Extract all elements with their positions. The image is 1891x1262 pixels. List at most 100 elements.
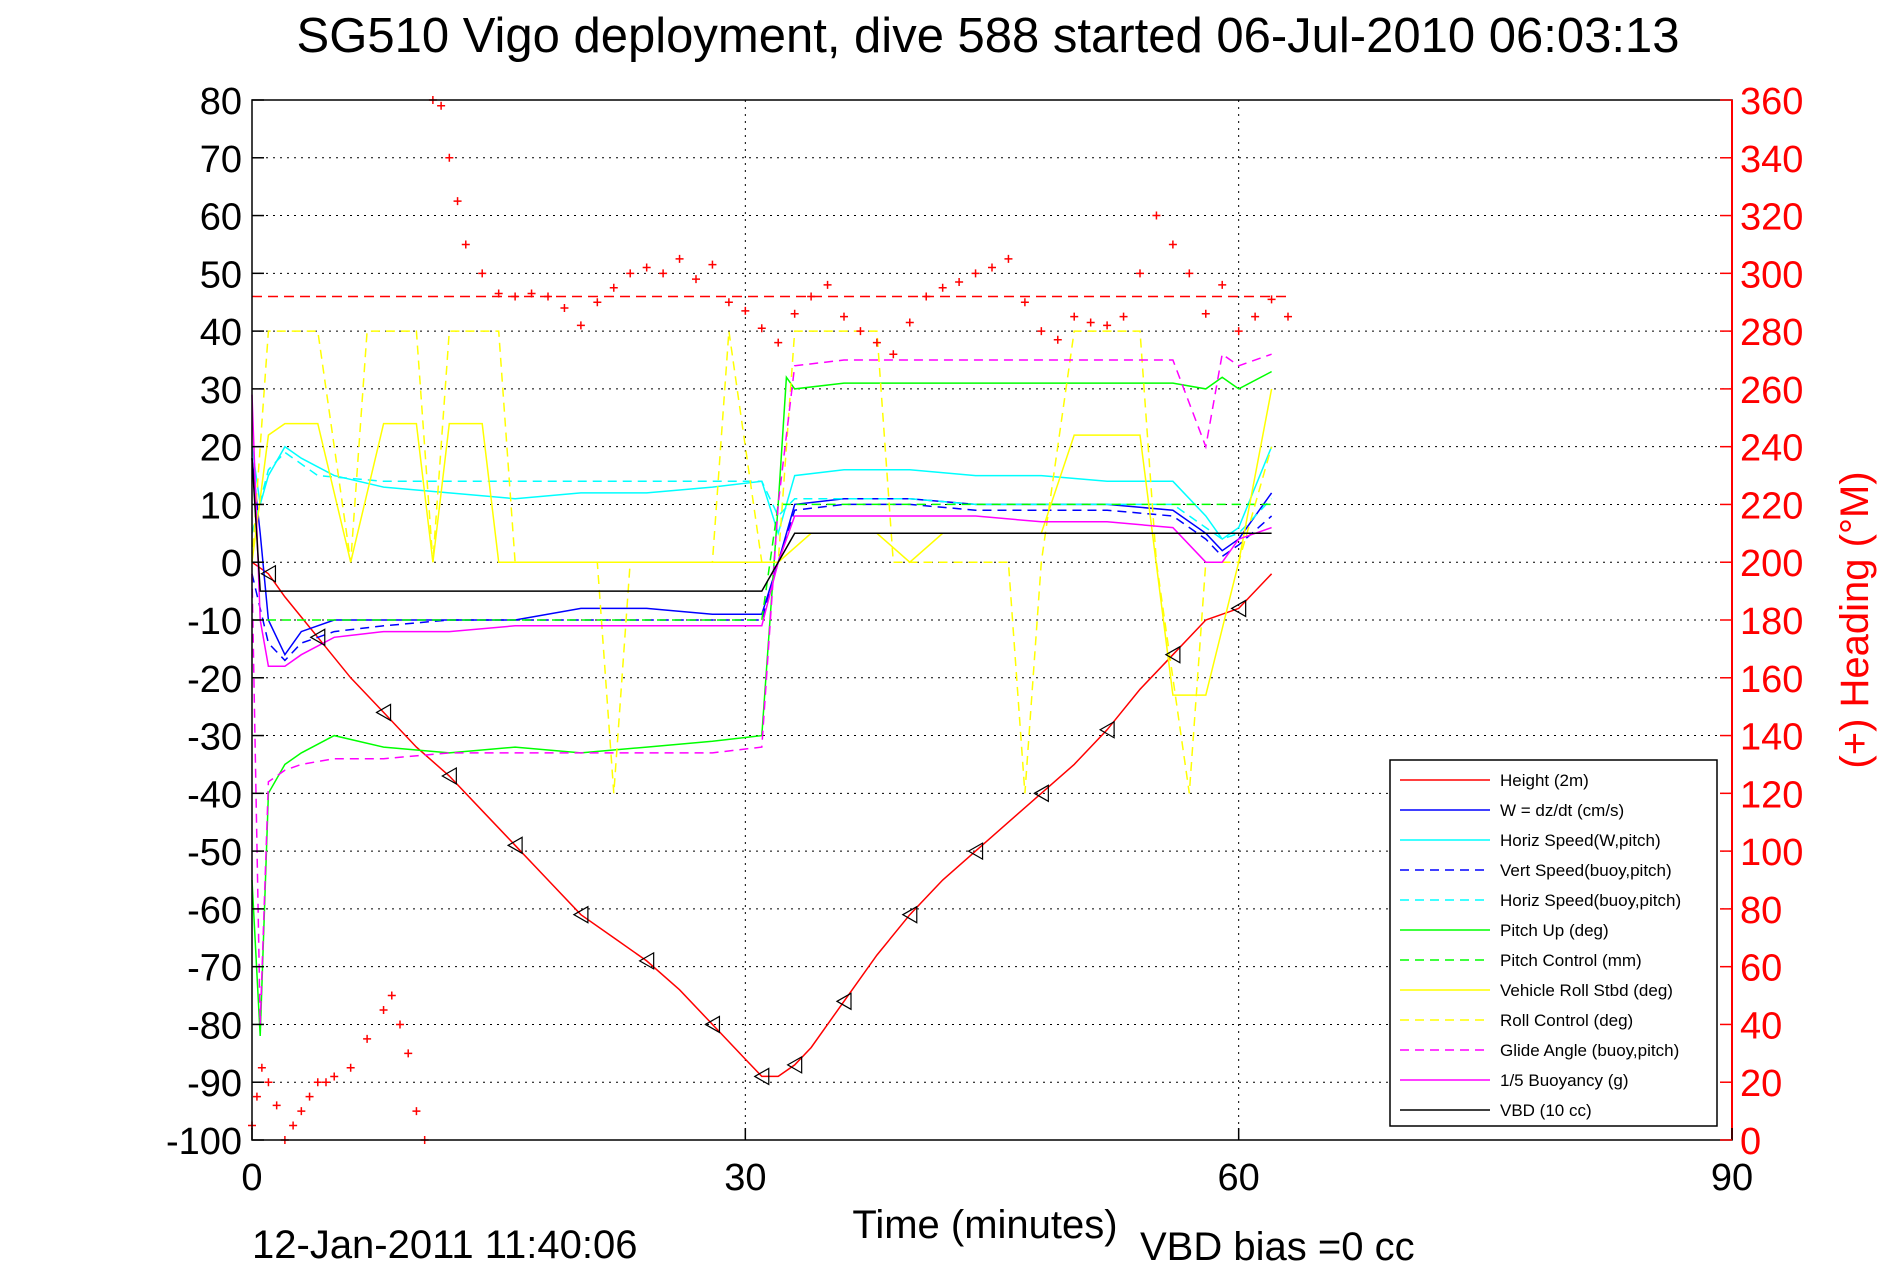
heading-point bbox=[272, 1101, 281, 1110]
x-tick-label: 30 bbox=[724, 1157, 766, 1199]
y-tick-label: -40 bbox=[187, 774, 242, 816]
legend-label: Vert Speed(buoy,pitch) bbox=[1500, 861, 1672, 880]
height-marker bbox=[1230, 599, 1247, 618]
x-tick-label: 90 bbox=[1711, 1157, 1753, 1199]
heading-point bbox=[1152, 211, 1161, 220]
heading-point bbox=[872, 338, 881, 347]
legend-label: Vehicle Roll Stbd (deg) bbox=[1500, 981, 1673, 1000]
height-marker bbox=[1098, 720, 1115, 739]
x-axis-label: Time (minutes) bbox=[852, 1203, 1117, 1247]
heading-point bbox=[305, 1092, 314, 1101]
height-marker bbox=[572, 905, 589, 924]
y-tick-label: -20 bbox=[187, 659, 242, 701]
height-marker bbox=[967, 842, 984, 861]
chart-title: SG510 Vigo deployment, dive 588 started … bbox=[297, 9, 1680, 63]
legend-label: 1/5 Buoyancy (g) bbox=[1500, 1071, 1629, 1090]
y-right-tick-label: 20 bbox=[1740, 1063, 1782, 1105]
heading-point bbox=[1284, 312, 1292, 321]
heading-point bbox=[478, 269, 487, 278]
heading-point bbox=[988, 263, 996, 272]
y-right-tick-label: 260 bbox=[1740, 370, 1803, 412]
y-tick-label: -60 bbox=[187, 890, 242, 932]
heading-point bbox=[708, 260, 717, 269]
y-right-tick-label: 60 bbox=[1740, 948, 1782, 990]
heading-point bbox=[257, 1063, 266, 1072]
heading-point bbox=[1020, 298, 1029, 307]
heading-point bbox=[724, 298, 733, 307]
heading-point bbox=[1070, 312, 1079, 321]
heading-point bbox=[1004, 254, 1013, 263]
heading-point bbox=[1119, 312, 1128, 321]
y-axis-ticks: 80 70 60 50 40 30 20 10 0 -10 -20 -30 -40 -50 -60 -70 -8… bbox=[166, 81, 264, 1163]
series-line-pitch-up-deg bbox=[251, 370, 1272, 1037]
heading-point bbox=[823, 280, 832, 289]
heading-point bbox=[626, 269, 635, 278]
heading-point bbox=[289, 1121, 298, 1130]
series-line-horiz-speed-w-pitch bbox=[251, 445, 1273, 541]
heading-point bbox=[642, 263, 651, 272]
heading-point bbox=[437, 101, 446, 110]
y-tick-label: 40 bbox=[200, 312, 242, 354]
y-tick-label: -70 bbox=[187, 948, 242, 990]
y-right-tick-label: 120 bbox=[1740, 774, 1803, 816]
y-right-tick-label: 80 bbox=[1740, 890, 1782, 932]
y-tick-label: -90 bbox=[187, 1063, 242, 1105]
y-right-tick-label: 220 bbox=[1740, 485, 1803, 527]
heading-point bbox=[790, 309, 799, 318]
y-tick-label: -10 bbox=[187, 601, 242, 643]
heading-point bbox=[1168, 240, 1177, 249]
heading-point bbox=[494, 289, 503, 298]
heading-point bbox=[675, 254, 684, 263]
heading-point bbox=[453, 197, 462, 206]
legend-label: Horiz Speed(W,pitch) bbox=[1500, 831, 1661, 850]
legend-label: Pitch Up (deg) bbox=[1500, 921, 1609, 940]
y-tick-label: 0 bbox=[221, 543, 242, 585]
height-marker bbox=[375, 703, 392, 722]
heading-point bbox=[445, 153, 454, 162]
y-right-tick-label: 200 bbox=[1740, 543, 1803, 585]
y-right-tick-label: 140 bbox=[1740, 717, 1803, 759]
heading-points bbox=[248, 96, 1292, 1144]
heading-point bbox=[511, 292, 520, 301]
heading-point bbox=[807, 292, 816, 301]
heading-point bbox=[1218, 280, 1227, 289]
height-marker bbox=[1164, 645, 1181, 664]
heading-point bbox=[692, 275, 700, 284]
heading-point bbox=[412, 1107, 421, 1116]
y-tick-label: -80 bbox=[187, 1005, 242, 1047]
heading-point bbox=[346, 1063, 355, 1072]
heading-point bbox=[313, 1078, 322, 1087]
height-marker bbox=[1033, 784, 1049, 803]
y-right-tick-label: 340 bbox=[1740, 139, 1803, 181]
legend: Height (2m) W = dz/dt (cm/s) Horiz Speed(W… bbox=[1389, 759, 1718, 1127]
x-tick-label: 0 bbox=[241, 1157, 262, 1199]
heading-point bbox=[840, 312, 848, 321]
y-tick-label: -30 bbox=[187, 717, 242, 759]
heading-point bbox=[264, 1078, 273, 1087]
heading-point bbox=[560, 304, 569, 312]
legend-label: W = dz/dt (cm/s) bbox=[1500, 801, 1624, 820]
x-tick-label: 60 bbox=[1218, 1157, 1260, 1199]
heading-point bbox=[971, 269, 980, 278]
heading-point bbox=[741, 306, 750, 315]
legend-label: Roll Control (deg) bbox=[1500, 1011, 1633, 1030]
legend-label: Height (2m) bbox=[1500, 771, 1589, 790]
height-marker bbox=[441, 766, 457, 786]
y-right-tick-label: 180 bbox=[1740, 601, 1803, 643]
height-marker bbox=[786, 1055, 803, 1074]
y-right-tick-label: 0 bbox=[1740, 1121, 1761, 1163]
heading-point bbox=[1103, 321, 1112, 330]
heading-point bbox=[856, 327, 865, 336]
y-tick-label: 80 bbox=[200, 81, 242, 123]
heading-point bbox=[379, 1006, 388, 1014]
y-tick-label: 70 bbox=[200, 139, 242, 181]
y-right-tick-label: 300 bbox=[1740, 254, 1803, 296]
series-group bbox=[251, 330, 1273, 1078]
series-line-vert-speed-buoy-pitch bbox=[251, 503, 1273, 662]
heading-point bbox=[905, 318, 914, 327]
heading-point bbox=[922, 292, 931, 301]
heading-point bbox=[363, 1034, 372, 1043]
heading-point bbox=[609, 283, 618, 292]
height-marker bbox=[835, 992, 852, 1011]
series-line-1-5-buoyancy-g bbox=[251, 394, 1272, 667]
